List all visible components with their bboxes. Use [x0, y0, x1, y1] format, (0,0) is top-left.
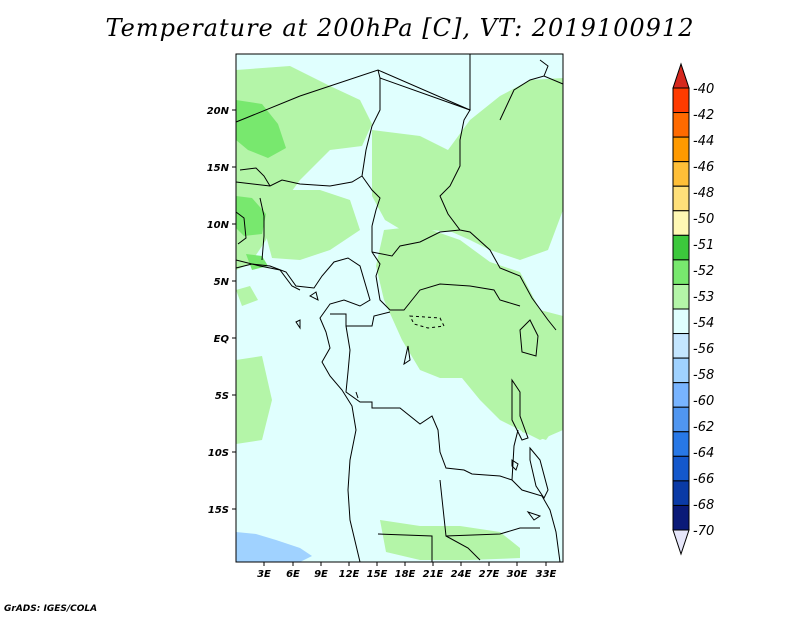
lon-label: 15E [367, 569, 388, 580]
colorbar-label: -50 [693, 212, 714, 227]
colorbar-label: -51 [693, 238, 714, 253]
lon-label: 33E [536, 569, 557, 580]
colorbar-label: -42 [693, 108, 714, 123]
colorbar: -40 -42 -44 -46 -48 -50 -51 -52 -53 -54 -56 -58 -60 -… [672, 62, 714, 556]
colorbar-bin [672, 87, 690, 114]
colorbar-label: -54 [693, 316, 714, 331]
colorbar-label: -62 [693, 420, 714, 435]
field-minus56-region [236, 532, 312, 562]
colorbar-bin [672, 455, 690, 482]
colorbar-label: -40 [693, 82, 714, 97]
lat-label: 10S [208, 448, 229, 459]
lat-label: 15S [208, 505, 229, 516]
lon-label: 24E [451, 569, 472, 580]
chart-title: Temperature at 200hPa [C], VT: 201910091… [105, 14, 695, 42]
colorbar-bin [672, 431, 690, 457]
lon-label: 3E [257, 569, 271, 580]
colorbar-bin [672, 259, 690, 285]
lon-label: 18E [395, 569, 416, 580]
colorbar-bin [672, 112, 690, 138]
colorbar-labels: -40 -42 -44 -46 -48 -50 -51 -52 -53 -54 -56 -58 -60 -… [693, 82, 714, 539]
map-frame [235, 53, 564, 563]
colorbar-label: -52 [693, 264, 714, 279]
colorbar-bin [672, 480, 690, 506]
colorbar-bins [672, 87, 690, 531]
colorbar-label: -56 [693, 342, 714, 357]
colorbar-bin [672, 161, 690, 187]
colorbar-label: -44 [693, 134, 714, 149]
colorbar-bin [672, 234, 690, 261]
colorbar-label: -64 [693, 446, 714, 461]
lon-label: 21E [423, 569, 444, 580]
lon-axis: 3E 6E 9E 12E 15E 18E 21E 24E 27E 30E 33E [257, 562, 557, 580]
colorbar-bin [672, 185, 690, 212]
colorbar-bin [672, 357, 690, 384]
colorbar-label: -68 [693, 498, 714, 513]
colorbar-bin [672, 504, 690, 531]
lon-label: 12E [339, 569, 360, 580]
colorbar-label: -58 [693, 368, 714, 383]
colorbar-label: -53 [693, 290, 714, 305]
country-borders [235, 54, 564, 563]
colorbar-bin [672, 210, 690, 236]
colorbar-bin [672, 382, 690, 408]
lat-label: 5S [215, 391, 229, 402]
lon-label: 27E [479, 569, 500, 580]
colorbar-label: -46 [693, 160, 714, 175]
colorbar-bottom-arrow [672, 529, 690, 556]
colorbar-bin [672, 308, 690, 335]
colorbar-bin [672, 406, 690, 433]
lat-label: 20N [207, 106, 230, 117]
colorbar-label: -66 [693, 472, 714, 487]
lat-label: 10N [207, 220, 230, 231]
lat-label: EQ [214, 334, 230, 345]
colorbar-bin [672, 333, 690, 359]
colorbar-label: -48 [693, 186, 714, 201]
grads-credit: GrADS: IGES/COLA [4, 604, 98, 614]
lat-label: 5N [214, 277, 230, 288]
colorbar-bin [672, 136, 690, 163]
lon-label: 6E [286, 569, 300, 580]
colorbar-top-arrow [672, 62, 690, 89]
colorbar-bin [672, 283, 690, 310]
lat-label: 15N [207, 163, 230, 174]
colorbar-label: -60 [693, 394, 714, 409]
lon-label: 9E [314, 569, 328, 580]
colorbar-label: -70 [693, 524, 714, 539]
lat-axis: 20N 15N 10N 5N EQ 5S 10S 15S [207, 106, 236, 516]
map-panel [235, 53, 564, 563]
lon-label: 30E [507, 569, 528, 580]
coastlines [235, 59, 549, 563]
